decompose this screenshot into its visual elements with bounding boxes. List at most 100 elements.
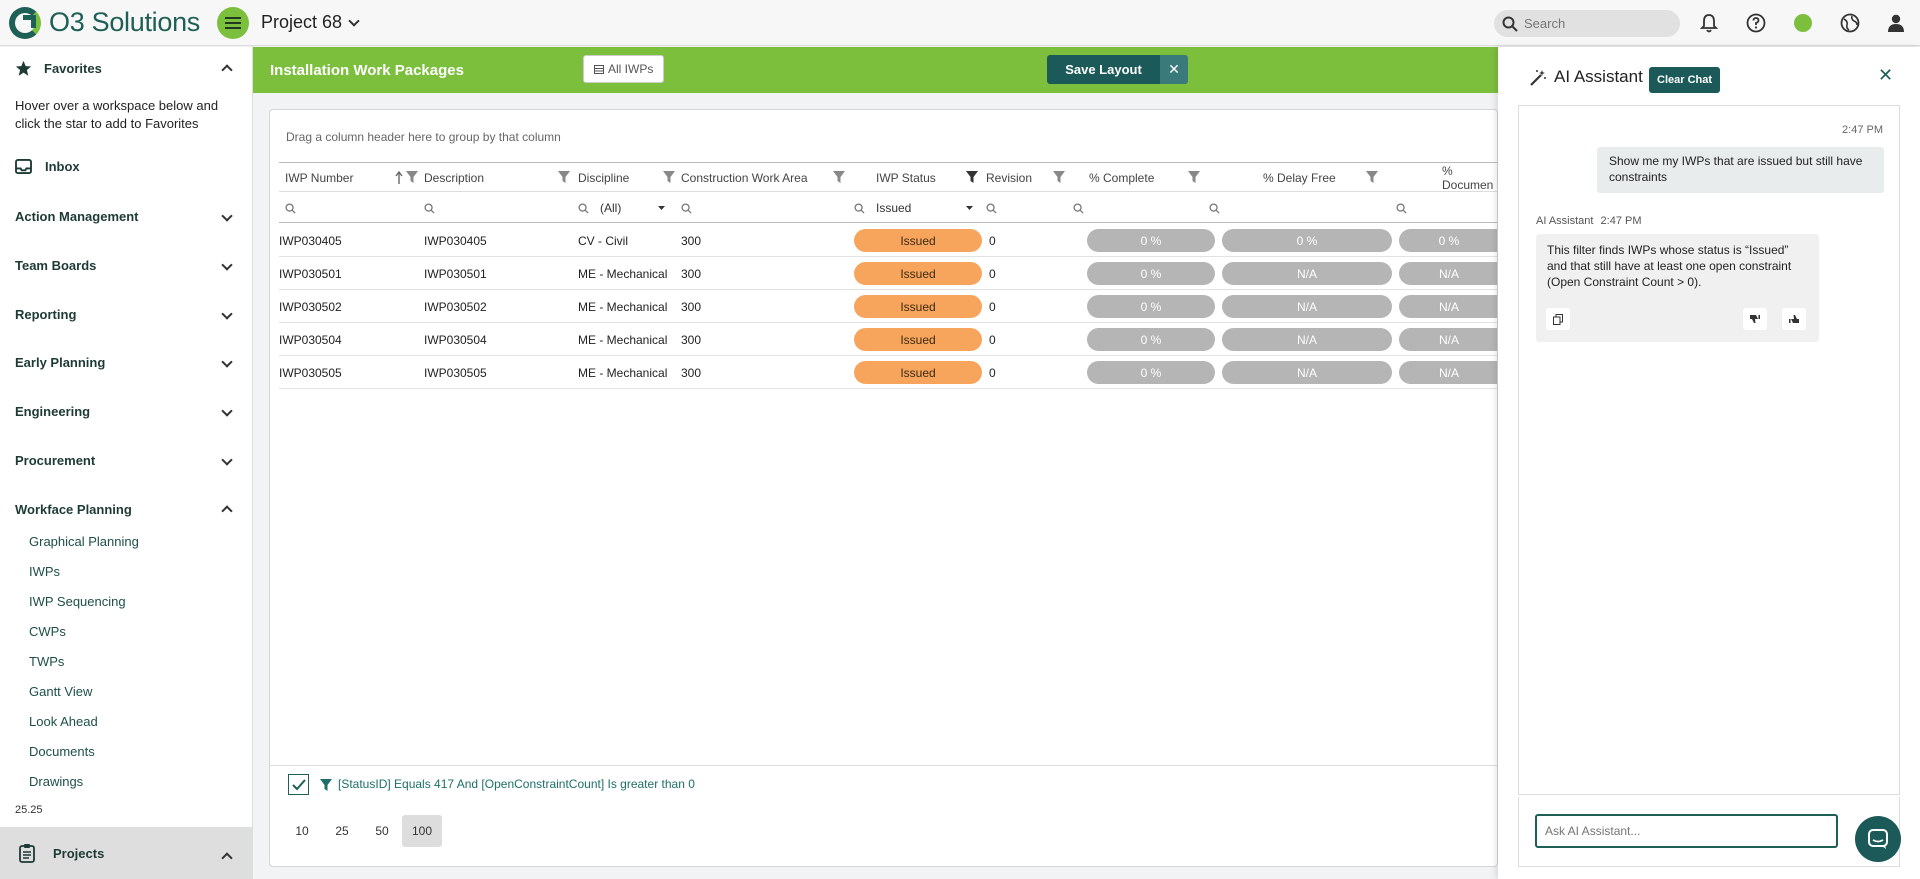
column-header-percent-complete[interactable]: % Complete: [1089, 171, 1155, 185]
search-icon: [424, 202, 435, 214]
search-icon: [681, 202, 692, 214]
notifications-button[interactable]: [1697, 11, 1721, 35]
save-layout-button[interactable]: Save Layout: [1047, 55, 1160, 84]
sort-ascending-icon[interactable]: [395, 171, 403, 185]
sidebar-item-inbox[interactable]: Inbox: [0, 155, 253, 177]
cell-discipline: ME - Mechanical: [578, 365, 668, 380]
page-size-50[interactable]: 50: [375, 824, 389, 838]
filter-cell-complete[interactable]: [1073, 193, 1193, 223]
sidebar-item-gantt-view[interactable]: Gantt View: [29, 684, 93, 699]
project-selector[interactable]: Project 68: [261, 12, 360, 33]
filter-expression-link[interactable]: [StatusID] Equals 417 And [OpenConstrain…: [338, 777, 695, 791]
filter-icon[interactable]: [832, 170, 846, 184]
cell-iwp-number: IWP030505: [279, 365, 342, 380]
chat-history[interactable]: 2:47 PM Show me my IWPs that are issued …: [1518, 105, 1900, 795]
filter-cell-status[interactable]: Issued: [854, 193, 979, 223]
sidebar-section-workface-planning[interactable]: Workface Planning: [0, 498, 253, 520]
filter-cell-documents[interactable]: [1396, 193, 1496, 223]
sidebar-item-documents[interactable]: Documents: [29, 744, 95, 759]
section-label: Action Management: [15, 208, 139, 224]
column-header-percent-delay-free[interactable]: % Delay Free: [1263, 171, 1336, 185]
filter-icon[interactable]: [1052, 170, 1066, 184]
table-icon: [594, 64, 604, 74]
filter-icon[interactable]: [405, 170, 419, 184]
filter-cell-cwa[interactable]: [681, 193, 821, 223]
close-layout-button[interactable]: ✕: [1160, 55, 1188, 84]
thumbs-down-button[interactable]: [1743, 308, 1767, 330]
table-row[interactable]: IWP030501 IWP030501 ME - Mechanical 300 …: [279, 257, 1497, 290]
sidebar-section-team-boards[interactable]: Team Boards: [0, 254, 253, 276]
menu-line-icon: [225, 21, 241, 24]
close-icon[interactable]: ✕: [1878, 65, 1894, 85]
sidebar-item-twps[interactable]: TWPs: [29, 654, 65, 669]
page-title: Installation Work Packages: [270, 62, 464, 79]
hamburger-menu-button[interactable]: [217, 6, 249, 39]
sidebar-section-engineering[interactable]: Engineering: [0, 400, 253, 422]
chevron-down-icon: [221, 210, 233, 222]
support-chat-button[interactable]: [1855, 816, 1901, 862]
page-size-100[interactable]: 100: [402, 815, 442, 847]
ai-assistant-panel: AI Assistant Clear Chat ✕ 2:47 PM Show m…: [1498, 47, 1920, 879]
filter-cell-description[interactable]: [424, 193, 564, 223]
filter-icon[interactable]: [557, 170, 571, 184]
table-row[interactable]: IWP030504 IWP030504 ME - Mechanical 300 …: [279, 323, 1497, 356]
column-header-description[interactable]: Description: [424, 171, 485, 185]
ai-chat-input[interactable]: [1535, 814, 1838, 848]
copy-button[interactable]: [1546, 308, 1570, 330]
column-header-iwp-status[interactable]: IWP Status: [876, 171, 936, 185]
page-size-10[interactable]: 10: [295, 824, 309, 838]
filter-active-icon[interactable]: [965, 170, 979, 184]
group-panel[interactable]: Drag a column header here to group by th…: [286, 130, 561, 144]
brand-logo[interactable]: O3 Solutions: [9, 6, 200, 39]
filter-cell-revision[interactable]: [986, 193, 1056, 223]
filter-cell-iwp-number[interactable]: [285, 193, 415, 223]
sidebar-item-iwps[interactable]: IWPs: [29, 564, 61, 579]
complete-badge: 0 %: [1087, 361, 1215, 384]
page-size-selector: 10 25 50 100: [282, 815, 442, 847]
column-header-construction-work-area[interactable]: Construction Work Area: [681, 171, 808, 185]
clear-chat-button[interactable]: Clear Chat: [1649, 67, 1721, 93]
sidebar-item-drawings[interactable]: Drawings: [29, 774, 84, 789]
column-header-revision[interactable]: Revision: [986, 171, 1033, 185]
sidebar: Favorites Hover over a workspace below a…: [0, 47, 253, 879]
status-indicator[interactable]: [1791, 11, 1815, 35]
global-search[interactable]: [1494, 10, 1680, 37]
language-button[interactable]: [1838, 11, 1862, 35]
search-input[interactable]: [1524, 16, 1664, 31]
sidebar-item-iwp-sequencing[interactable]: IWP Sequencing: [29, 594, 126, 609]
sidebar-section-action-management[interactable]: Action Management: [0, 205, 253, 227]
table-row[interactable]: IWP030502 IWP030502 ME - Mechanical 300 …: [279, 290, 1497, 323]
filter-cell-discipline[interactable]: (All): [578, 193, 668, 223]
help-icon: [1746, 13, 1766, 33]
filter-icon[interactable]: [1187, 170, 1201, 184]
filter-icon[interactable]: [1365, 170, 1379, 184]
table-row[interactable]: IWP030505 IWP030505 ME - Mechanical 300 …: [279, 356, 1497, 389]
sidebar-section-favorites[interactable]: Favorites: [0, 57, 253, 79]
cell-cwa: 300: [681, 233, 702, 248]
filter-icon[interactable]: [662, 170, 676, 184]
view-selector-label: All IWPs: [608, 62, 654, 76]
sidebar-section-reporting[interactable]: Reporting: [0, 303, 253, 325]
filter-enabled-checkbox[interactable]: [288, 774, 309, 795]
sidebar-section-projects[interactable]: Projects: [0, 827, 253, 879]
chevron-up-icon: [221, 852, 233, 864]
sidebar-item-look-ahead[interactable]: Look Ahead: [29, 714, 98, 729]
filter-cell-delay-free[interactable]: [1209, 193, 1349, 223]
sidebar-item-cwps[interactable]: CWPs: [29, 624, 66, 639]
user-menu-button[interactable]: [1884, 11, 1908, 35]
table-row[interactable]: IWP030405 IWP030405 CV - Civil 300 Issue…: [279, 224, 1497, 257]
page-size-25[interactable]: 25: [335, 824, 349, 838]
cell-revision: 0: [989, 266, 996, 281]
column-header-iwp-number[interactable]: IWP Number: [285, 171, 354, 185]
cell-revision: 0: [989, 365, 996, 380]
status-badge: Issued: [854, 229, 982, 252]
help-button[interactable]: [1744, 11, 1768, 35]
sidebar-item-graphical-planning[interactable]: Graphical Planning: [29, 534, 139, 549]
sidebar-section-procurement[interactable]: Procurement: [0, 449, 253, 471]
thumbs-up-button[interactable]: [1782, 308, 1806, 330]
view-selector-button[interactable]: All IWPs: [583, 55, 665, 83]
sidebar-section-early-planning[interactable]: Early Planning: [0, 351, 253, 373]
column-header-discipline[interactable]: Discipline: [578, 171, 630, 185]
cell-discipline: ME - Mechanical: [578, 266, 668, 281]
column-header-percent-documents[interactable]: % Documen: [1442, 164, 1494, 192]
